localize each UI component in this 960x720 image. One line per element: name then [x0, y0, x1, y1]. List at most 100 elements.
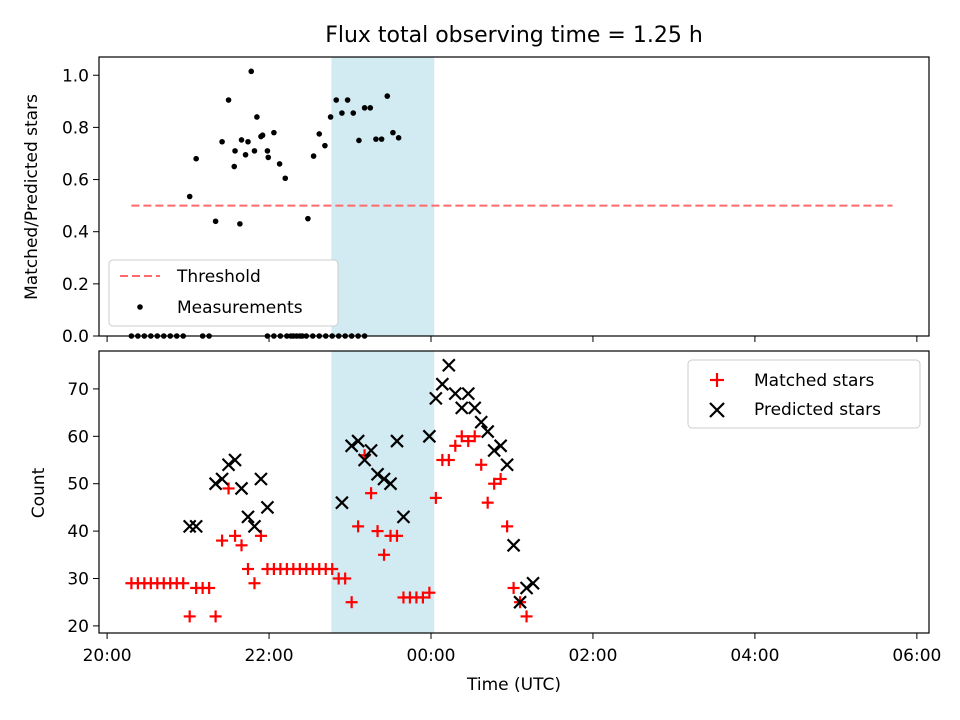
marker-stroke	[480, 424, 495, 439]
marker-stroke	[215, 472, 229, 486]
predicted-star-marker	[396, 510, 411, 524]
measurement-point	[265, 154, 272, 161]
matched-star-marker	[248, 577, 261, 590]
legend-box-top	[108, 259, 339, 327]
marker-stroke	[500, 457, 514, 472]
measurement-point	[305, 215, 311, 222]
matched-star-marker	[339, 572, 352, 585]
marker-stroke	[208, 476, 223, 491]
measurement-point	[333, 97, 340, 103]
predicted-star-marker	[377, 472, 391, 486]
y-tick-label: 0.6	[62, 171, 89, 191]
measurement-point	[395, 135, 402, 141]
marker-stroke	[422, 429, 437, 444]
marker-stroke	[228, 453, 242, 467]
measurement-point	[232, 148, 238, 154]
predicted-star-marker	[221, 457, 236, 472]
measurement-point	[225, 97, 232, 103]
predicted-star-marker	[493, 439, 508, 453]
panel-counts: 20 30 40 50 60 70 20:00 22:00 00:00 02:00 04:00 06…	[29, 350, 941, 695]
marker-stroke	[526, 576, 540, 591]
legend-measurements-label: Measurements	[177, 298, 303, 318]
predicted-star-marker	[480, 424, 495, 439]
marker-stroke	[351, 434, 365, 448]
marker-stroke	[461, 386, 476, 401]
matched-stars-points	[125, 430, 533, 623]
marker-stroke	[189, 519, 203, 534]
predicted-star-marker	[487, 443, 501, 458]
marker-stroke	[247, 519, 262, 534]
legend-bottom: Matched stars Predicted stars	[687, 359, 921, 429]
measurement-point	[238, 137, 245, 143]
matched-star-marker	[520, 610, 533, 623]
matched-star-marker	[177, 577, 190, 590]
measurement-point	[350, 110, 357, 116]
measurement-point	[237, 221, 243, 227]
x-tick-label: 02:00	[568, 646, 617, 666]
predicted-star-marker	[429, 391, 443, 406]
predicted-star-marker	[422, 429, 437, 444]
matched-star-marker	[241, 563, 254, 576]
plot-frame-top	[98, 56, 930, 337]
predicted-star-marker	[247, 519, 262, 534]
predicted-star-marker	[182, 519, 197, 534]
measurement-point	[384, 93, 391, 99]
legend-measurements-swatch	[137, 304, 143, 310]
matched-star-marker	[442, 454, 455, 467]
y-tick-label: 60	[67, 427, 89, 447]
matched-star-marker	[371, 525, 384, 538]
y-tick-label: 20	[67, 617, 89, 637]
marker-stroke	[377, 472, 391, 486]
marker-stroke	[448, 386, 463, 401]
marker-stroke	[221, 457, 236, 472]
shaded-interval-rect	[331, 57, 435, 336]
y-axis-label-bottom: Count	[29, 467, 49, 518]
predicted-star-marker	[234, 481, 249, 496]
predicted-star-marker	[500, 457, 514, 472]
matched-star-marker	[352, 520, 365, 533]
measurement-point	[248, 68, 255, 75]
measurement-point	[264, 148, 271, 154]
measurement-point	[378, 136, 385, 142]
measurement-point	[251, 148, 258, 154]
shaded-interval-rect	[331, 351, 435, 633]
measurement-point	[356, 137, 362, 144]
matched-star-marker	[475, 458, 488, 471]
x-tick-label: 06:00	[892, 646, 941, 666]
predicted-star-marker	[506, 538, 521, 553]
matched-star-marker	[416, 591, 429, 604]
legend-matched-swatch	[710, 373, 724, 387]
legend-predicted-label: Predicted stars	[754, 400, 881, 420]
matched-star-marker	[481, 496, 494, 509]
marker-stroke	[467, 401, 482, 415]
measurement-point	[193, 155, 199, 162]
y-axis-ticks: 0.0 0.2 0.4 0.6 0.8 1.0	[62, 66, 918, 347]
matched-star-marker	[449, 439, 462, 452]
matched-star-marker	[423, 586, 436, 599]
shaded-interval	[331, 57, 435, 336]
y-tick-label: 0.0	[62, 327, 89, 347]
matched-star-marker	[365, 487, 378, 500]
legend-top: Threshold Measurements	[108, 259, 339, 327]
legend-threshold-label: Threshold	[176, 267, 261, 287]
matched-star-marker	[507, 581, 520, 594]
predicted-star-marker	[344, 439, 359, 453]
predicted-star-marker	[364, 443, 378, 458]
y-tick-label: 50	[67, 475, 89, 495]
figure-title: Flux total observing time = 1.25 h	[325, 23, 703, 48]
marker-stroke	[370, 467, 385, 482]
y-tick-label: 0.8	[62, 118, 89, 138]
measurement-point	[390, 129, 396, 136]
marker-stroke	[474, 415, 488, 429]
predicted-star-marker	[467, 401, 482, 415]
marker-stroke	[519, 581, 534, 595]
matched-star-marker	[390, 529, 403, 542]
measurement-point	[276, 161, 283, 167]
predicted-star-marker	[461, 386, 476, 401]
marker-stroke	[260, 500, 275, 515]
matched-star-marker	[209, 610, 222, 623]
matched-star-marker	[229, 529, 242, 542]
shaded-interval	[331, 351, 435, 633]
predicted-star-marker	[351, 434, 365, 448]
predicted-stars-points	[182, 358, 540, 609]
